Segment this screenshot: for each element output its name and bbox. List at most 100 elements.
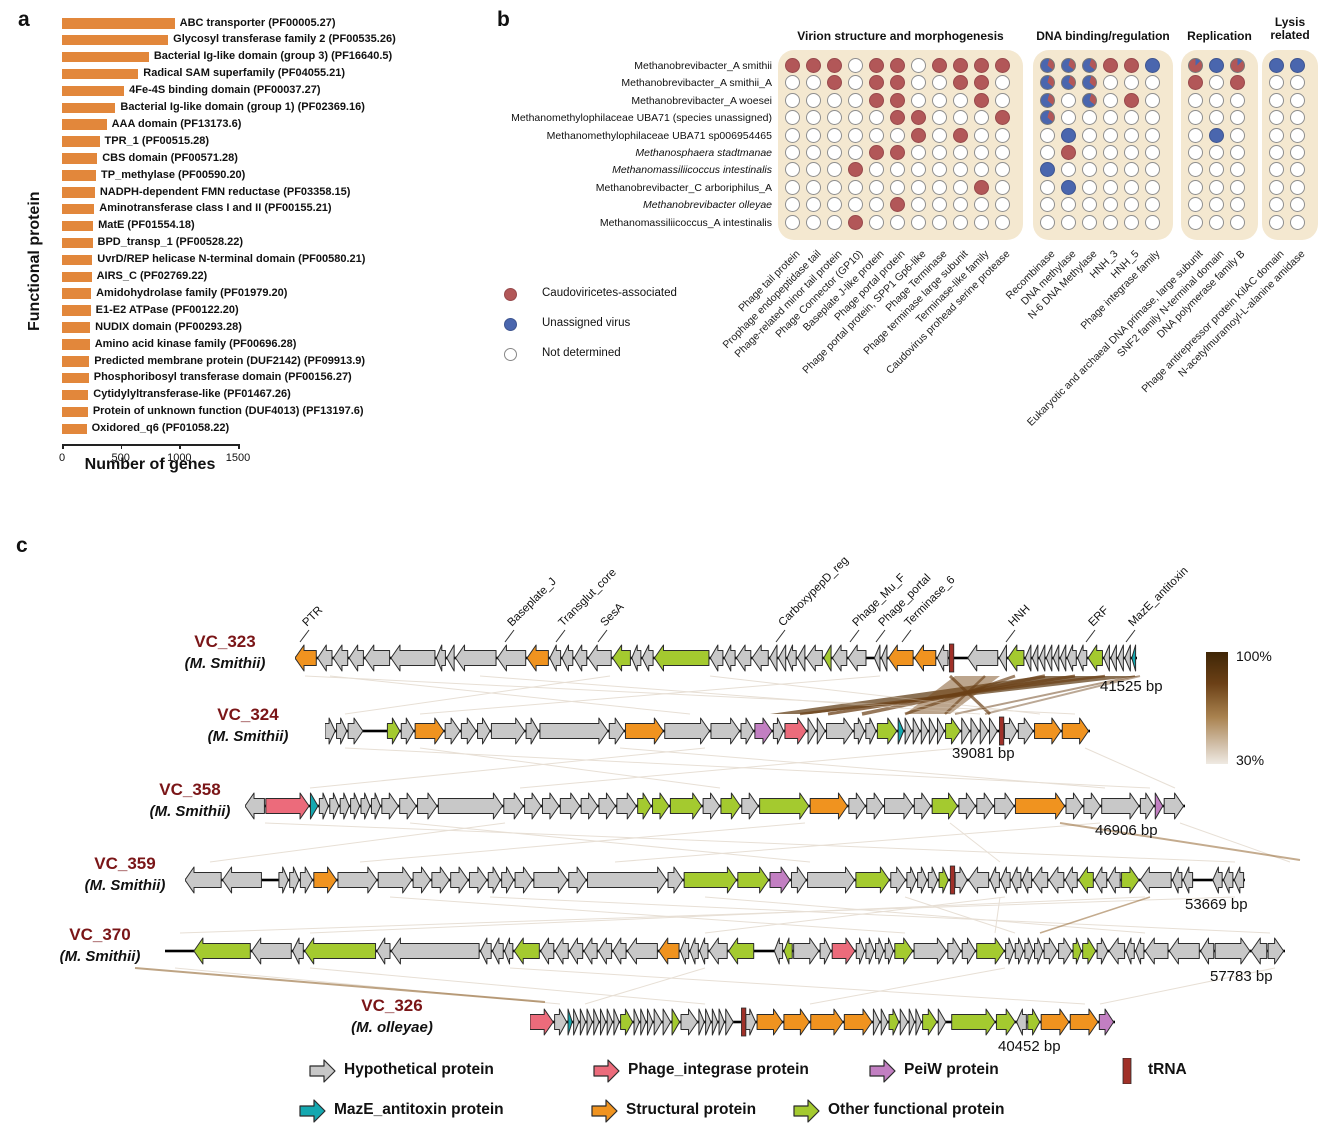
- gene-arrow: [1154, 792, 1164, 820]
- matrix-dot: [1082, 92, 1097, 108]
- matrix-dot: [1145, 110, 1160, 126]
- gene-arrow: [831, 644, 848, 672]
- matrix-dot: [1061, 127, 1076, 143]
- matrix-dot: [1124, 92, 1139, 108]
- matrix-dot: [1145, 127, 1160, 143]
- gene-arrow: [329, 792, 340, 820]
- gene-arrow: [598, 937, 613, 965]
- matrix-dot: [1145, 75, 1160, 91]
- gene-arrow: [777, 644, 787, 672]
- gene-arrow: [460, 717, 477, 745]
- gene-arrow: [193, 937, 251, 965]
- gene-type-legend-label: Other functional protein: [828, 1101, 1005, 1118]
- gene-arrow: [317, 644, 333, 672]
- matrix-dot: [1040, 92, 1055, 108]
- matrix-dot: [932, 145, 947, 160]
- gene-arrow: [539, 717, 609, 745]
- matrix-dot: [1082, 58, 1097, 73]
- gene-arrow: [1017, 717, 1034, 745]
- gene-arrow: [295, 644, 317, 672]
- gene-arrow: [222, 866, 262, 894]
- gene-arrow: [890, 866, 906, 894]
- gene-arrow: [922, 1008, 938, 1036]
- gene-arrow: [583, 937, 598, 965]
- gene-arrow: [848, 792, 866, 820]
- matrix-dot: [932, 58, 947, 73]
- gene-arrow: [633, 1008, 640, 1036]
- gene-arrow: [386, 717, 401, 745]
- matrix-dot: [1145, 92, 1160, 108]
- gene-arrow: [487, 866, 501, 894]
- gene-arrow: [370, 792, 381, 820]
- matrix-dot: [848, 75, 863, 91]
- gene-arrow: [736, 644, 752, 672]
- gene-arrow: [364, 644, 391, 672]
- gene-arrow: [927, 866, 939, 894]
- matrix-dot: [1269, 110, 1284, 126]
- matrix-dot: [1290, 197, 1305, 213]
- legend-dot: [504, 318, 517, 331]
- gene-arrow: [917, 866, 928, 894]
- genome-length-label: 39081 bp: [952, 745, 1015, 762]
- matrix-dot: [974, 214, 989, 230]
- gene-arrow: [872, 1008, 881, 1036]
- gene-arrow: [631, 644, 642, 672]
- matrix-dot: [785, 110, 800, 126]
- gene-arrow: [783, 1008, 810, 1036]
- matrix-dot: [932, 214, 947, 230]
- matrix-dot: [890, 127, 905, 143]
- matrix-dot: [1269, 75, 1284, 91]
- matrix-dot: [1188, 162, 1203, 178]
- gene-arrow: [437, 792, 503, 820]
- matrix-dot: [995, 58, 1010, 73]
- bar: [62, 18, 175, 29]
- bar-label: Bacterial Ig-like domain (group 1) (PF02…: [120, 101, 365, 113]
- matrix-dot: [806, 92, 821, 108]
- column-label: N-acetylmuramoyl-L-alanine amidase: [1176, 248, 1308, 380]
- matrix-dot: [1209, 145, 1224, 160]
- matrix-dot: [1188, 197, 1203, 213]
- gene-arrow: [823, 644, 832, 672]
- matrix-dot: [1230, 179, 1245, 195]
- matrix-dot: [1188, 179, 1203, 195]
- gene-arrow: [790, 866, 807, 894]
- bar: [62, 220, 94, 232]
- gene-arrow: [540, 937, 555, 965]
- gene-arrow: [1101, 792, 1140, 820]
- matrix-dot: [806, 145, 821, 160]
- matrix-dot: [1230, 145, 1245, 160]
- gene-arrow: [875, 937, 885, 965]
- gene-arrow: [931, 792, 959, 820]
- matrix-dot: [1040, 127, 1055, 143]
- gene-arrow: [450, 866, 469, 894]
- bar-label: Oxidored_q6 (PF01058.22): [91, 422, 230, 435]
- synteny-ribbons: [134, 629, 1301, 1005]
- matrix-dot: [953, 214, 968, 230]
- matrix-dot: [1103, 58, 1118, 73]
- gene-arrow: [1124, 644, 1131, 672]
- matrix-dot: [1082, 110, 1097, 126]
- matrix-dot: [1230, 110, 1245, 126]
- group-header: Virion structure and morphogenesis: [797, 29, 1004, 43]
- matrix-dot: [848, 179, 863, 195]
- gene-arrow: [810, 1008, 844, 1036]
- matrix-dot: [932, 179, 947, 195]
- bar: [62, 322, 91, 333]
- bar: [62, 406, 88, 418]
- bar-label: Glycosyl transferase family 2 (PF00535.2…: [173, 33, 396, 46]
- gene-arrow: [1168, 937, 1200, 965]
- gene-type-legend-label: tRNA: [1148, 1061, 1187, 1078]
- gene-arrow: [626, 937, 658, 965]
- gene-arrow: [865, 717, 877, 745]
- matrix-dot: [1290, 162, 1305, 178]
- bar: [62, 339, 90, 350]
- matrix-dot: [1230, 92, 1245, 108]
- matrix-dot: [974, 197, 989, 213]
- gene-arrow: [989, 866, 1000, 894]
- bar: [62, 254, 93, 266]
- bar: [62, 356, 90, 367]
- matrix-dot: [1269, 92, 1284, 108]
- gene-arrow: [705, 1008, 712, 1036]
- bar: [62, 85, 125, 97]
- bar-label: Predicted membrane protein (DUF2142) (PF…: [94, 354, 366, 367]
